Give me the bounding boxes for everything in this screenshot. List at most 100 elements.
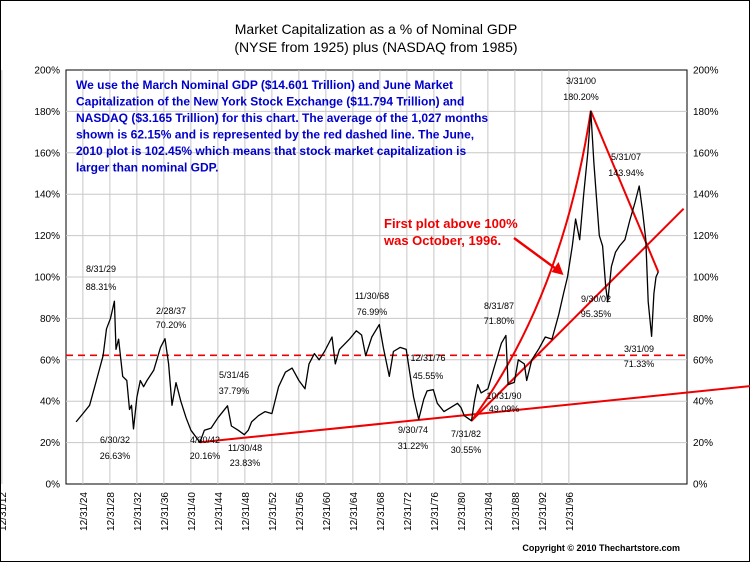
- y-tick-label-left: 120%: [34, 231, 60, 242]
- y-tick-label-left: 160%: [34, 148, 60, 159]
- annotation-date: 5/31/07: [611, 152, 641, 162]
- series-line: [75, 110, 659, 443]
- annotation-date: 8/31/29: [86, 264, 116, 274]
- annotation-value: 49.09%: [489, 404, 520, 414]
- annotation-date: 10/31/90: [486, 391, 521, 401]
- trendline-1: [470, 207, 685, 422]
- annotation-value: 26.63%: [100, 451, 131, 461]
- y-tick-label-left: 200%: [34, 66, 60, 77]
- annotations: 8/31/29 88.31% 6/30/32 26.63% 2/28/37 70.20% 4…: [86, 76, 655, 468]
- y-tick-label-right: 60%: [693, 355, 713, 366]
- y-tick-label-right: 160%: [693, 148, 719, 159]
- annotation-date: 5/31/46: [219, 370, 249, 380]
- x-tick-label: 12/31/32: [133, 492, 144, 531]
- annotation-value: 95.35%: [581, 309, 612, 319]
- y-tick-label-right: 180%: [693, 107, 719, 118]
- annotation-value: 88.31%: [86, 282, 117, 292]
- annotation-value: 37.79%: [219, 386, 250, 396]
- x-tick-label: 12/31/60: [322, 492, 333, 531]
- x-tick-label: 12/31/76: [430, 492, 441, 531]
- y-tick-label-right: 40%: [693, 397, 713, 408]
- note-line: Capitalization of the New York Stock Exc…: [76, 95, 464, 109]
- callout-arrow-head: [551, 262, 564, 275]
- y-tick-label-right: 120%: [693, 231, 719, 242]
- x-tick-label: 12/31/28: [106, 492, 117, 531]
- x-tick-label: 12/31/84: [484, 492, 495, 531]
- annotation-date: 12/31/76: [410, 353, 445, 363]
- x-tick-label: 12/31/36: [160, 492, 171, 531]
- x-tick-label: 12/31/92: [538, 492, 549, 531]
- y-tick-label-right: 200%: [693, 66, 719, 77]
- annotation-date: 4/30/42: [190, 435, 220, 445]
- annotation-date: 3/31/09: [624, 344, 654, 354]
- callout-line: First plot above 100%: [384, 216, 518, 231]
- annotation-date: 3/31/00: [566, 76, 596, 86]
- note-line: NASDAQ ($3.165 Trillion) for this chart.…: [76, 111, 488, 125]
- note-line: 2010 plot is 102.45% which means that st…: [76, 144, 466, 158]
- annotation-date: 2/28/37: [156, 306, 186, 316]
- x-tick-label: 12/31/80: [457, 492, 468, 531]
- annotation-value: 71.33%: [624, 359, 655, 369]
- callout-line: was October, 1996.: [383, 233, 501, 248]
- annotation-value: 30.55%: [451, 445, 482, 455]
- annotation-value: 70.20%: [156, 320, 187, 330]
- annotation-date: 7/31/82: [451, 429, 481, 439]
- x-tick-label: 12/31/88: [511, 492, 522, 531]
- callout-arrow-line: [513, 237, 559, 271]
- y-tick-label-left: 80%: [40, 314, 60, 325]
- x-tick-label: 12/31/52: [268, 492, 279, 531]
- annotation-value: 76.99%: [357, 307, 388, 317]
- x-tick-label: 12/31/96: [565, 492, 576, 531]
- y-tick-label-left: 60%: [40, 355, 60, 366]
- y-tick-label-left: 40%: [40, 397, 60, 408]
- note-line: larger than nominal GDP.: [76, 161, 218, 175]
- chart-title: Market Capitalization as a % of Nominal …: [235, 21, 517, 37]
- x-tick-label: 12/31/40: [187, 492, 198, 531]
- x-tick-label: 12/31/44: [214, 492, 225, 531]
- x-tick-label: 12/31/56: [295, 492, 306, 531]
- annotation-date: 11/30/68: [355, 291, 389, 301]
- annotation-date: 6/30/32: [100, 435, 130, 445]
- y-tick-label-left: 0%: [46, 480, 61, 491]
- x-tick-label: 12/31/72: [403, 492, 414, 531]
- copyright-text: Copyright © 2010 Thechartstore.com: [522, 543, 680, 553]
- y-tick-label-left: 180%: [34, 107, 60, 118]
- y-tick-label-left: 140%: [34, 190, 60, 201]
- annotation-value: 143.94%: [608, 168, 644, 178]
- annotation-date: 11/30/48: [228, 443, 262, 453]
- x-axis: 12/31/24 12/31/28 12/31/32 12/31/36 12/31/40…: [1, 492, 576, 531]
- y-tick-label-right: 0%: [693, 480, 708, 491]
- y-tick-label-right: 100%: [693, 273, 719, 284]
- annotation-value: 45.55%: [413, 371, 444, 381]
- y-tick-label-left: 20%: [40, 438, 60, 449]
- y-tick-label-right: 20%: [693, 438, 713, 449]
- annotation-value: 180.20%: [563, 92, 599, 102]
- y-axis-left: 0% 20% 40% 60% 80% 100% 120% 140% 160% 180% 200%: [34, 66, 60, 491]
- x-tick-label: 12/31/24: [79, 492, 90, 531]
- chart-subtitle: (NYSE from 1925) plus (NASDAQ from 1985): [234, 39, 517, 55]
- callout: First plot above 100% was October, 1996.: [383, 216, 564, 275]
- annotation-value: 23.83%: [230, 458, 261, 468]
- trendline-2: [470, 110, 592, 422]
- explanatory-note: We use the March Nominal GDP ($14.601 Tr…: [76, 78, 488, 175]
- annotation-value: 20.16%: [190, 451, 221, 461]
- y-tick-label-right: 80%: [693, 314, 713, 325]
- trendline-3: [589, 110, 660, 273]
- trendlines: [199, 110, 750, 444]
- x-tick-label: 12/31/12: [1, 492, 9, 531]
- annotation-date: 8/31/87: [484, 301, 514, 311]
- x-tick-label: 12/31/48: [241, 492, 252, 531]
- y-tick-label-right: 140%: [693, 190, 719, 201]
- annotation-date: 9/30/02: [581, 294, 611, 304]
- y-axis-right: 0% 20% 40% 60% 80% 100% 120% 140% 160% 180% 200%: [693, 66, 719, 491]
- annotation-value: 31.22%: [398, 441, 429, 451]
- series-layer: [75, 110, 659, 443]
- annotation-date: 9/30/74: [398, 425, 428, 435]
- annotation-value: 71.80%: [484, 316, 515, 326]
- x-tick-label: 12/31/64: [349, 492, 360, 531]
- note-line: shown is 62.15% and is represented by th…: [76, 128, 474, 142]
- note-line: We use the March Nominal GDP ($14.601 Tr…: [76, 78, 453, 92]
- x-tick-label: 12/31/68: [376, 492, 387, 531]
